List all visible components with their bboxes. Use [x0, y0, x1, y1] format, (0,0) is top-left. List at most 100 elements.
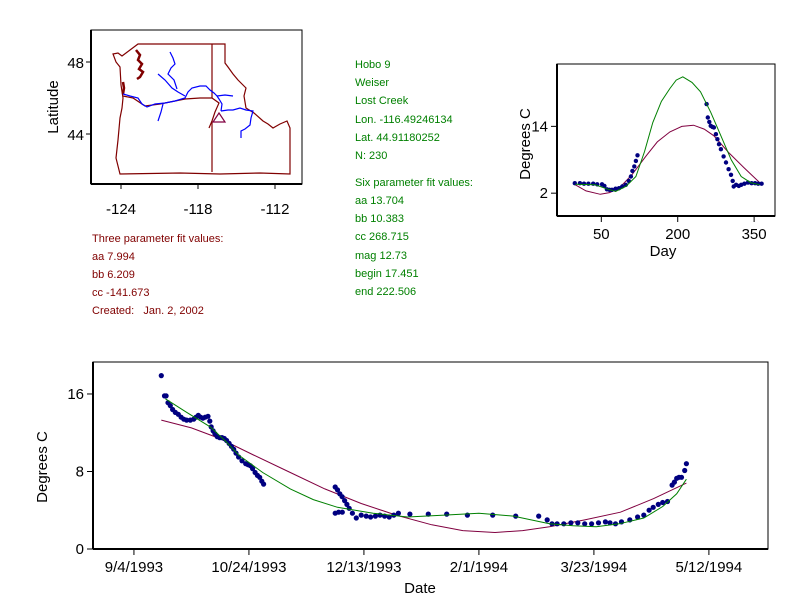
state-borders [112, 43, 291, 175]
six-param-block: Six parameter fit values: aa 13.704 bb 1… [355, 177, 473, 298]
data-point [582, 521, 588, 527]
data-point [728, 172, 734, 177]
data-point [682, 467, 688, 474]
site-line: Lon. -116.49246134 [355, 114, 453, 126]
data-point [346, 505, 352, 511]
six-param-line: mag 12.73 [355, 250, 407, 262]
data-point [208, 424, 214, 430]
data-point [742, 181, 747, 186]
three-param-line: aa 7.994 [92, 251, 135, 263]
data-point [650, 504, 656, 510]
data-point [635, 153, 640, 158]
data-point [726, 167, 731, 172]
data-point [368, 514, 374, 520]
data-point [336, 509, 342, 515]
three-param-fit-line [575, 124, 761, 195]
x-tick-label: 2/1/1994 [450, 559, 508, 576]
data-point [678, 474, 685, 480]
data-point [395, 510, 401, 516]
data-point [257, 474, 263, 480]
data-point [233, 450, 239, 456]
data-point [716, 142, 722, 147]
y-tick-label: 14 [531, 118, 548, 135]
data-point [723, 160, 729, 165]
data-point [205, 413, 211, 419]
three-param-block: Three parameter fit values: aa 7.994 bb … [92, 233, 223, 317]
annual-fit-chart: 50 200 350 2 14 Day Degrees C [517, 63, 776, 260]
data-point [632, 164, 637, 169]
plot-frame [556, 63, 776, 217]
map-xtick-label: -112 [261, 201, 290, 218]
x-tick-label: 12/13/1993 [326, 559, 401, 576]
site-line: Lost Creek [355, 95, 409, 107]
data-point [490, 512, 496, 518]
data-point [158, 373, 164, 379]
data-point [586, 181, 591, 186]
data-point [633, 158, 639, 164]
created-date: Created: Jan. 2, 2002 [92, 305, 204, 317]
map-ytick-label: 44 [67, 127, 84, 144]
data-point [536, 513, 542, 519]
data-point [334, 487, 341, 493]
data-point [386, 514, 392, 520]
data-point [353, 515, 359, 521]
data-point [363, 513, 369, 519]
data-point [261, 481, 267, 487]
x-tick-label: 350 [742, 226, 767, 243]
data-point [444, 511, 450, 517]
data-point [349, 510, 355, 516]
six-param-fit-line [165, 398, 687, 528]
map-frame [90, 29, 303, 185]
data-point [655, 501, 661, 507]
data-point [602, 519, 609, 525]
site-line: N: 230 [355, 150, 387, 162]
ticks: 50 200 350 2 14 [531, 118, 766, 243]
data-point [711, 125, 717, 130]
data-point [184, 417, 190, 423]
map-ytick-label: 48 [67, 55, 84, 72]
x-axis-label: Day [650, 243, 677, 260]
yakima-river [157, 73, 186, 97]
data-point [718, 147, 724, 152]
data-point [730, 178, 735, 184]
map-xtick-label: -124 [106, 201, 136, 218]
data-point [613, 186, 618, 191]
y-tick-label: 8 [76, 463, 84, 480]
data-point [581, 181, 587, 186]
three-param-fit-line [161, 419, 687, 534]
data-point [595, 520, 602, 526]
data-point [628, 174, 634, 179]
data-point [635, 514, 641, 520]
x-tick-label: 3/23/1994 [561, 559, 628, 576]
map-ticks [86, 61, 276, 189]
ticks: 9/4/1993 10/24/1993 12/13/1993 2/1/1994 3/23… [67, 386, 742, 576]
data-point [671, 479, 678, 485]
site-line: Hobo 9 [355, 59, 390, 71]
six-param-line: begin 17.451 [355, 268, 419, 280]
data-point [705, 115, 710, 120]
series [572, 76, 764, 195]
y-tick-label: 0 [76, 541, 84, 558]
data-point [407, 511, 413, 517]
data-point [707, 119, 712, 125]
data-point [344, 501, 350, 507]
data-point [167, 403, 173, 409]
data-point [575, 520, 581, 526]
data-point [646, 507, 652, 513]
site-triangle-icon [211, 111, 227, 123]
y-axis-label: Degrees C [517, 108, 534, 180]
data-point [683, 461, 690, 467]
upper-columbia [167, 51, 178, 90]
data-point [544, 517, 550, 523]
six-param-line: bb 10.383 [355, 213, 404, 225]
data-point [568, 520, 574, 526]
x-tick-label: 9/4/1993 [105, 559, 163, 576]
map-ylabel: Latitude [45, 80, 62, 133]
six-param-line: end 222.506 [355, 286, 416, 298]
y-axis-label: Degrees C [34, 431, 51, 503]
site-info-block: Hobo 9 Weiser Lost Creek Lon. -116.49246… [355, 59, 453, 162]
x-tick-label: 5/12/1994 [676, 559, 743, 576]
three-param-line: bb 6.209 [92, 269, 135, 281]
data-point [561, 521, 567, 527]
data-point [339, 509, 345, 515]
